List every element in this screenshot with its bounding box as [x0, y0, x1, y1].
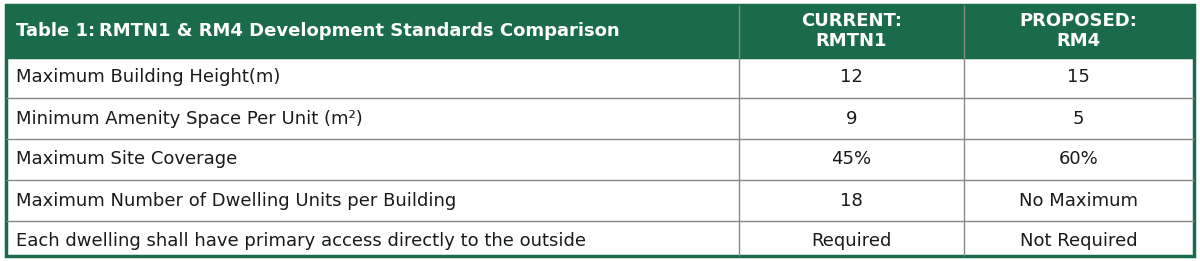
Bar — [6, 180, 739, 221]
Text: CURRENT:
RMTN1: CURRENT: RMTN1 — [800, 11, 901, 50]
Text: Maximum Building Height(m): Maximum Building Height(m) — [16, 68, 281, 86]
Bar — [739, 98, 964, 139]
Bar — [739, 139, 964, 180]
Bar — [6, 98, 739, 139]
Text: Each dwelling shall have primary access directly to the outside: Each dwelling shall have primary access … — [16, 233, 586, 251]
Bar — [739, 221, 964, 261]
Text: PROPOSED:
RM4: PROPOSED: RM4 — [1020, 11, 1138, 50]
Text: 45%: 45% — [832, 151, 871, 169]
Bar — [964, 180, 1194, 221]
Bar — [964, 5, 1194, 57]
Text: Required: Required — [811, 233, 892, 251]
Bar — [964, 98, 1194, 139]
Bar — [6, 5, 739, 57]
Bar — [739, 5, 964, 57]
Text: 60%: 60% — [1058, 151, 1099, 169]
Text: RMTN1 & RM4 Development Standards Comparison: RMTN1 & RM4 Development Standards Compar… — [74, 22, 619, 40]
Text: Maximum Site Coverage: Maximum Site Coverage — [16, 151, 238, 169]
Text: Table 1:: Table 1: — [16, 22, 95, 40]
Bar — [739, 180, 964, 221]
Bar — [6, 139, 739, 180]
Bar — [964, 221, 1194, 261]
Text: No Maximum: No Maximum — [1019, 192, 1139, 210]
Text: Maximum Number of Dwelling Units per Building: Maximum Number of Dwelling Units per Bui… — [16, 192, 456, 210]
Bar — [6, 221, 739, 261]
Bar — [964, 57, 1194, 98]
Text: 18: 18 — [840, 192, 863, 210]
Text: 12: 12 — [840, 68, 863, 86]
Text: 15: 15 — [1067, 68, 1091, 86]
Text: Minimum Amenity Space Per Unit (m²): Minimum Amenity Space Per Unit (m²) — [16, 110, 362, 128]
Text: Not Required: Not Required — [1020, 233, 1138, 251]
Bar — [964, 139, 1194, 180]
Bar — [739, 57, 964, 98]
Text: 5: 5 — [1073, 110, 1085, 128]
Bar — [6, 57, 739, 98]
Text: 9: 9 — [846, 110, 857, 128]
